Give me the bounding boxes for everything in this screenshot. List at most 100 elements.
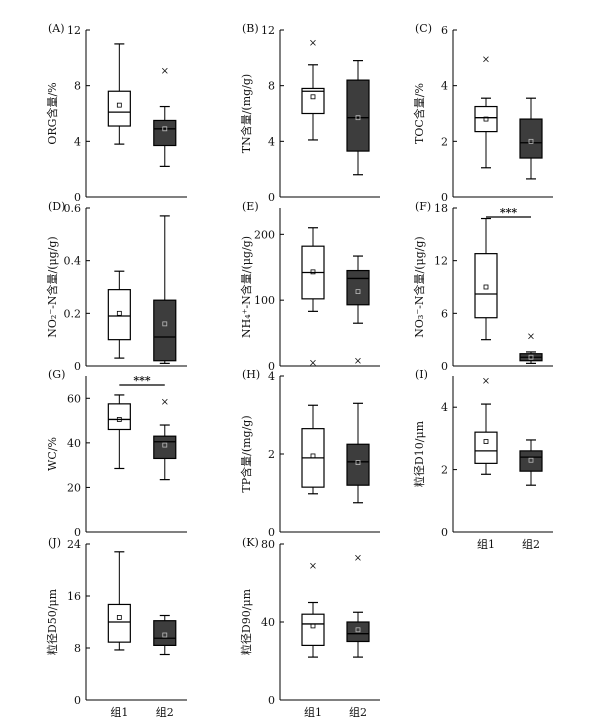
mean-marker xyxy=(162,126,168,132)
y-axis-title: ORG含量/% xyxy=(45,82,59,144)
y-tick-label: 0 xyxy=(268,526,275,539)
y-tick-label: 0.4 xyxy=(64,255,82,268)
x-tick-label: 组2 xyxy=(349,705,367,719)
y-tick-label: 8 xyxy=(74,80,81,93)
mean-marker xyxy=(162,321,168,327)
y-axis-title: 粒径D50/μm xyxy=(45,588,59,655)
y-axis-title: WC/% xyxy=(46,437,59,471)
y-tick-label: 60 xyxy=(67,392,81,405)
y-tick-label: 40 xyxy=(261,616,275,629)
x-tick-label: 组1 xyxy=(477,537,495,551)
mean-marker xyxy=(528,138,534,144)
box-2 xyxy=(346,269,370,306)
outlier-marker: × xyxy=(161,66,169,77)
mean-marker xyxy=(483,116,489,122)
y-tick-label: 0 xyxy=(74,191,81,204)
x-tick-label: 组2 xyxy=(156,705,174,719)
panel-label: (H) xyxy=(242,368,260,381)
y-axis-title: NH₄⁺-N含量/(μg/g) xyxy=(239,236,253,338)
box-2 xyxy=(153,119,177,147)
mean-marker xyxy=(116,417,122,422)
panel-label: (G) xyxy=(48,368,65,381)
mean-marker xyxy=(483,439,489,444)
y-tick-label: 0 xyxy=(74,694,81,707)
y-tick-label: 0 xyxy=(268,360,275,373)
outlier-marker: × xyxy=(354,553,362,564)
y-tick-label: 40 xyxy=(67,437,81,450)
outlier-marker: × xyxy=(527,332,535,343)
y-tick-label: 16 xyxy=(67,590,81,603)
significance-label: *** xyxy=(500,206,518,219)
mean-marker xyxy=(355,115,361,121)
y-tick-label: 6 xyxy=(441,307,448,320)
box-1 xyxy=(107,603,131,643)
box-1 xyxy=(474,431,498,464)
y-tick-label: 18 xyxy=(434,202,448,215)
y-axis-title: TOC含量/% xyxy=(412,83,426,144)
mean-marker xyxy=(116,102,122,108)
mean-marker xyxy=(310,269,316,275)
mean-marker xyxy=(355,627,361,633)
panel-label: (A) xyxy=(48,22,65,35)
box-1 xyxy=(301,613,325,647)
panel-label: (K) xyxy=(242,536,259,549)
outlier-marker: × xyxy=(482,55,490,66)
chart-panel-9: 0 2 4 (I) 粒径D10/μm × 组1 组2 xyxy=(412,368,553,551)
x-tick-label: 组1 xyxy=(110,705,128,719)
y-tick-label: 0 xyxy=(441,360,448,373)
y-tick-label: 12 xyxy=(434,255,448,268)
panel-label: (D) xyxy=(48,200,65,213)
y-tick-label: 100 xyxy=(254,294,275,307)
chart-panel-10: 0 8 16 24 (J) 粒径D50/μm 组1 组2 xyxy=(45,536,187,719)
mean-marker xyxy=(310,94,316,100)
y-tick-label: 0 xyxy=(441,191,448,204)
y-axis-title: NO₃⁻-N含量/(μg/g) xyxy=(412,236,426,337)
y-tick-label: 4 xyxy=(441,401,448,414)
mean-marker xyxy=(483,284,489,290)
box-1 xyxy=(474,105,498,133)
y-axis-title: TP含量/(mg/g) xyxy=(239,415,253,492)
mean-marker xyxy=(355,289,361,295)
box-2 xyxy=(153,299,177,362)
panel-label: (F) xyxy=(415,200,431,213)
box-1 xyxy=(107,90,131,127)
box-1 xyxy=(301,87,325,115)
mean-marker xyxy=(310,453,316,459)
box-2 xyxy=(519,118,543,159)
y-tick-label: 2 xyxy=(268,448,275,461)
mean-marker xyxy=(528,457,534,463)
y-tick-label: 6 xyxy=(441,24,448,37)
y-tick-label: 4 xyxy=(74,135,81,148)
box-1 xyxy=(107,403,131,431)
chart-panel-4: 0 0.2 0.4 0.6(D) NO₂⁻-N含量/(μg/g) xyxy=(45,200,187,373)
panel-label: (B) xyxy=(242,22,259,35)
y-tick-label: 2 xyxy=(441,135,448,148)
panel-label: (E) xyxy=(242,200,259,213)
outlier-marker: × xyxy=(354,356,362,367)
y-tick-label: 8 xyxy=(268,80,275,93)
panel-label: (J) xyxy=(48,536,61,549)
y-tick-label: 0 xyxy=(74,360,81,373)
y-tick-label: 4 xyxy=(268,370,275,383)
panel-label: (C) xyxy=(415,22,432,35)
chart-panel-5: 0 100 200 (E) NH₄⁺-N含量/(μg/g) × × xyxy=(239,200,380,373)
y-tick-label: 24 xyxy=(67,538,81,551)
x-tick-label: 组2 xyxy=(522,537,540,551)
chart-panel-3: 0 2 4 6 (C) TOC含量/% × xyxy=(412,22,553,204)
chart-panel-7: 0 20 40 60(G) WC/% × *** xyxy=(46,368,187,539)
y-tick-label: 12 xyxy=(67,24,81,37)
box-1 xyxy=(107,289,131,341)
mean-marker xyxy=(528,354,534,360)
mean-marker xyxy=(162,442,168,448)
chart-panel-6: 0 6 12 18(F) NO₃⁻-N含量/(μg/g) × *** xyxy=(412,200,553,373)
mean-marker xyxy=(162,632,168,638)
outlier-marker: × xyxy=(482,376,490,387)
y-tick-label: 0.2 xyxy=(64,307,82,320)
y-tick-label: 200 xyxy=(254,228,275,241)
y-tick-label: 0 xyxy=(74,526,81,539)
y-tick-label: 12 xyxy=(261,24,275,37)
y-tick-label: 0.6 xyxy=(64,202,82,215)
y-tick-label: 2 xyxy=(441,464,448,477)
outlier-marker: × xyxy=(309,358,317,369)
